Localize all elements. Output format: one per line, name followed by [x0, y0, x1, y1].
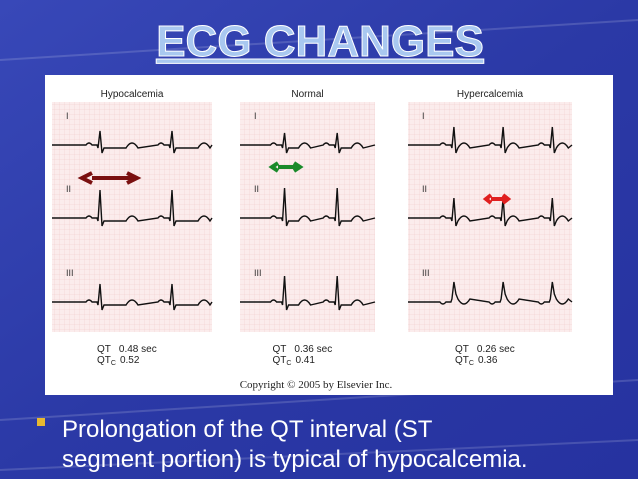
ecg-trace [408, 126, 573, 154]
ecg-trace [408, 197, 573, 227]
panel-title: Normal [291, 89, 323, 100]
qt-value: 0.36 sec [294, 344, 332, 355]
lead-label: III [422, 268, 430, 278]
qtc-value: 0.36 [478, 355, 498, 366]
qtc-line: QTC 0.41 [273, 355, 316, 367]
ecg-trace [408, 281, 573, 305]
ecg-trace [240, 187, 376, 227]
lead-label: III [254, 268, 262, 278]
bullet-marker [37, 418, 45, 426]
slide-title: ECG CHANGES [156, 17, 484, 66]
qtc-label: QT [273, 355, 287, 366]
lead-label: I [254, 111, 257, 121]
qtc-label: QT [97, 355, 111, 366]
copyright: Copyright © 2005 by Elsevier Inc. [240, 379, 393, 391]
ecg-trace [52, 189, 213, 227]
bullet-text: segment portion) is typical of hypocalce… [62, 446, 528, 473]
bullet-text: Prolongation of the QT interval (ST [62, 416, 433, 443]
qt-line: QT 0.48 sec [97, 344, 157, 355]
qtc-value: 0.52 [120, 355, 140, 366]
lead-label: II [254, 184, 259, 194]
ecg-trace [52, 130, 213, 154]
lead-label: II [66, 184, 71, 194]
qtc-sub: C [469, 360, 474, 367]
qt-line: QT 0.36 sec [273, 344, 333, 355]
qtc-sub: C [286, 360, 291, 367]
panel-title: Hypercalcemia [457, 89, 524, 100]
arrow [268, 161, 304, 173]
arrow [77, 171, 142, 185]
qtc-sub: C [111, 360, 116, 367]
lead-label: I [66, 111, 69, 121]
ecg-trace [240, 275, 376, 311]
qtc-label: QT [455, 355, 469, 366]
qt-label: QT [97, 344, 111, 355]
qt-line: QT 0.26 sec [455, 344, 515, 355]
qt-value: 0.48 sec [119, 344, 157, 355]
ecg-grid [52, 102, 212, 332]
qt-label: QT [455, 344, 469, 355]
qtc-line: QTC 0.36 [455, 355, 498, 367]
qtc-line: QTC 0.52 [97, 355, 140, 367]
lead-label: I [422, 111, 425, 121]
ecg-trace [52, 283, 213, 311]
qt-value: 0.26 sec [477, 344, 515, 355]
ecg-trace [240, 132, 376, 154]
lead-label: III [66, 268, 74, 278]
arrow [482, 193, 512, 205]
qt-label: QT [273, 344, 287, 355]
qtc-value: 0.41 [295, 355, 315, 366]
lead-label: II [422, 184, 427, 194]
panel-title: Hypocalcemia [101, 89, 164, 100]
